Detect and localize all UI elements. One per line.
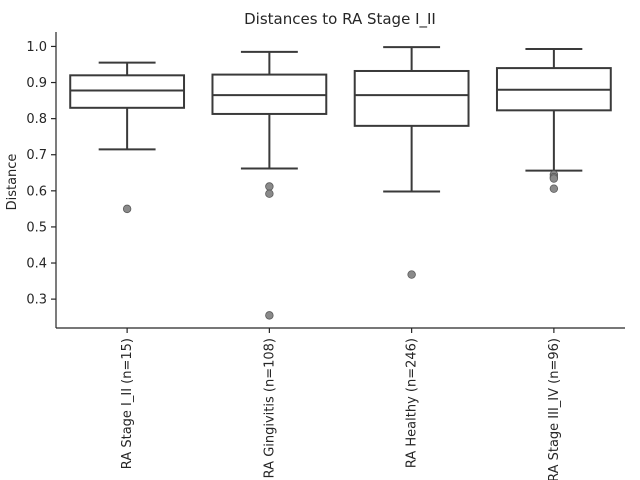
outlier-point [407, 270, 416, 279]
x-tick-label: RA Stage III_IV (n=96) [547, 338, 562, 480]
y-ticks: 0.3 0.4 0.5 0.6 0.7 0.8 0.9 1.0 [26, 40, 56, 308]
x-ticks: RA Stage I_II (n=15) RA Gingivitis (n=108… [120, 328, 562, 480]
y-tick-label: 1.0 [26, 40, 47, 55]
x-tick-label: RA Stage I_II (n=15) [120, 338, 135, 469]
box-group [353, 46, 470, 279]
outlier-point [265, 311, 274, 320]
x-tick-label: RA Healthy (n=246) [405, 338, 420, 468]
y-tick-label: 0.9 [26, 76, 47, 91]
y-tick-label: 0.3 [26, 293, 47, 308]
x-tick-label: RA Gingivitis (n=108) [262, 338, 277, 478]
box-group [211, 50, 328, 320]
boxes [69, 46, 612, 320]
outlier-point [265, 182, 274, 191]
outlier-point [549, 174, 559, 183]
y-tick-label: 0.6 [26, 184, 47, 199]
outlier-point [549, 184, 559, 193]
chart-title: Distances to RA Stage I_II [244, 10, 436, 29]
outlier-point [265, 189, 274, 198]
box-group [69, 61, 186, 214]
iqr-box [353, 69, 470, 127]
box-group [495, 47, 612, 193]
y-tick-label: 0.4 [26, 257, 47, 272]
y-axis-label: Distance [5, 154, 20, 211]
y-tick-label: 0.5 [26, 220, 47, 235]
y-tick-label: 0.8 [26, 112, 47, 127]
iqr-box [69, 74, 186, 109]
y-tick-label: 0.7 [26, 148, 47, 163]
outlier-point [122, 204, 132, 214]
